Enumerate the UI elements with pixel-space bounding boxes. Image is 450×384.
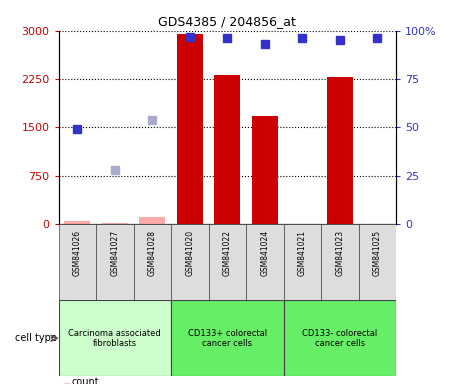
Text: GSM841025: GSM841025 (373, 230, 382, 276)
Bar (246, 224, 284, 300)
Bar (58, 224, 96, 300)
Text: count: count (71, 377, 99, 384)
Text: GSM841022: GSM841022 (223, 230, 232, 276)
Text: GSM841024: GSM841024 (260, 230, 269, 276)
Bar (96, 224, 134, 300)
Bar (171, 224, 208, 300)
Bar (252, 116, 278, 224)
Bar (176, 34, 203, 224)
Bar (171, 300, 284, 376)
Text: CD133+ colorectal
cancer cells: CD133+ colorectal cancer cells (188, 329, 267, 348)
Text: GSM841023: GSM841023 (335, 230, 344, 276)
Text: Carcinoma associated
fibroblasts: Carcinoma associated fibroblasts (68, 329, 161, 348)
Text: CD133- colorectal
cancer cells: CD133- colorectal cancer cells (302, 329, 378, 348)
Text: cell type: cell type (15, 333, 57, 343)
Text: GSM841020: GSM841020 (185, 230, 194, 276)
Text: GSM841021: GSM841021 (298, 230, 307, 276)
Bar (102, 223, 128, 224)
Text: GSM841028: GSM841028 (148, 230, 157, 276)
Bar (64, 221, 90, 224)
Text: GSM841026: GSM841026 (73, 230, 82, 276)
Bar (58, 300, 171, 376)
Text: GSM841027: GSM841027 (110, 230, 119, 276)
Title: GDS4385 / 204856_at: GDS4385 / 204856_at (158, 15, 296, 28)
Bar (139, 217, 166, 224)
Bar (134, 224, 171, 300)
Bar (321, 224, 359, 300)
Bar (284, 224, 321, 300)
Bar (284, 300, 396, 376)
Bar (359, 224, 396, 300)
Bar (327, 76, 353, 224)
Bar (214, 74, 240, 224)
Bar (208, 224, 246, 300)
